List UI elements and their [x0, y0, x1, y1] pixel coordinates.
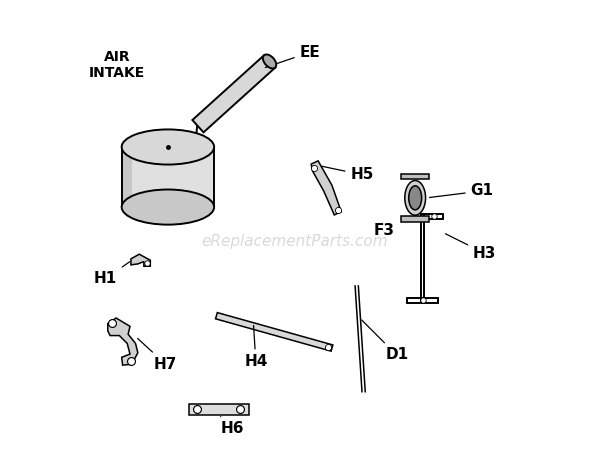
- Polygon shape: [122, 147, 132, 207]
- Text: H1: H1: [94, 262, 130, 286]
- Ellipse shape: [122, 190, 214, 225]
- Polygon shape: [108, 318, 138, 365]
- Ellipse shape: [405, 180, 425, 215]
- Polygon shape: [131, 254, 150, 266]
- Text: EE: EE: [266, 45, 320, 67]
- Text: F3: F3: [373, 223, 395, 238]
- Text: H3: H3: [445, 234, 496, 261]
- Text: AIR
INTAKE: AIR INTAKE: [89, 50, 145, 80]
- Polygon shape: [401, 174, 429, 179]
- Text: eReplacementParts.com: eReplacementParts.com: [202, 234, 388, 249]
- Text: H4: H4: [244, 326, 267, 369]
- Text: H7: H7: [137, 339, 178, 372]
- Polygon shape: [189, 404, 249, 415]
- Polygon shape: [215, 312, 333, 351]
- Polygon shape: [311, 161, 341, 215]
- Polygon shape: [401, 216, 429, 222]
- Ellipse shape: [409, 186, 422, 210]
- Ellipse shape: [263, 54, 276, 68]
- Polygon shape: [192, 55, 275, 133]
- Text: G1: G1: [430, 183, 494, 199]
- Text: H6: H6: [221, 417, 244, 437]
- Text: H5: H5: [321, 166, 374, 182]
- Text: D1: D1: [362, 320, 408, 363]
- Ellipse shape: [122, 129, 214, 165]
- Polygon shape: [122, 147, 214, 207]
